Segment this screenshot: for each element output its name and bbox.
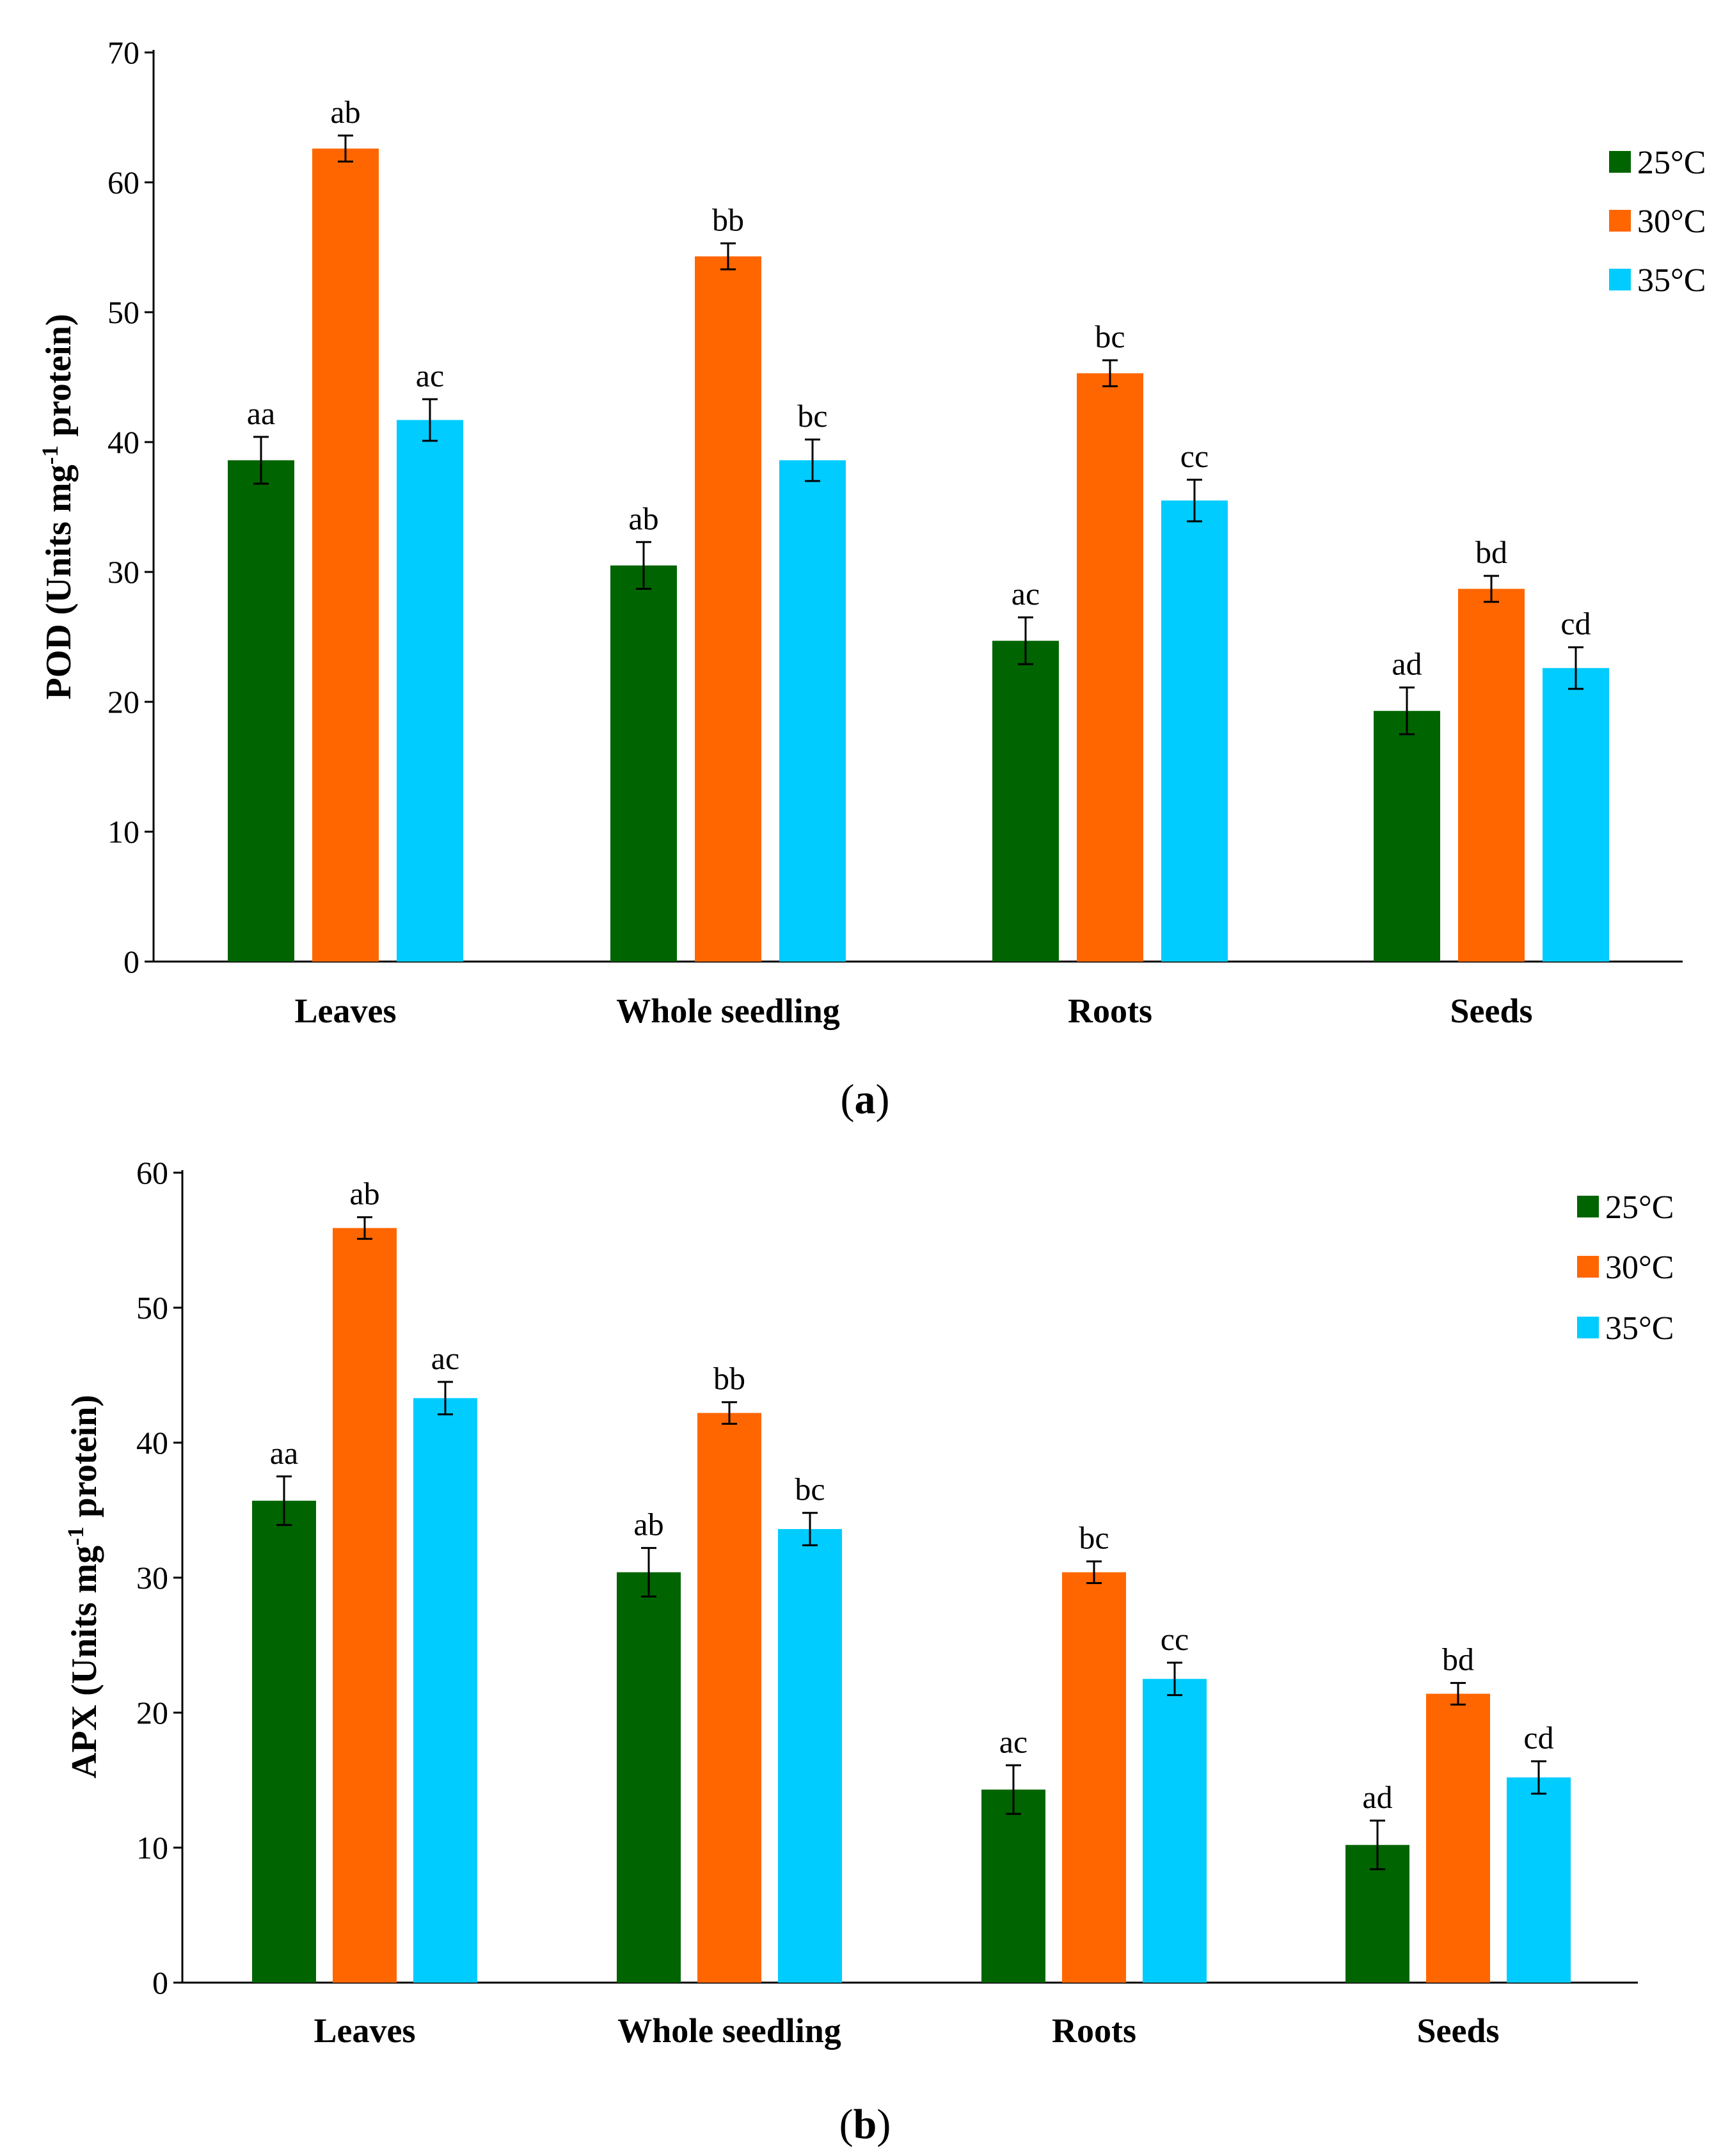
bar xyxy=(1374,711,1440,962)
y-tick-label: 60 xyxy=(107,164,139,200)
bar xyxy=(1507,1777,1571,1983)
legend-label: 25°C xyxy=(1637,145,1706,181)
y-tick-label: 10 xyxy=(107,814,139,850)
y-tick-label: 40 xyxy=(107,424,139,460)
significance-label: bb xyxy=(713,1361,745,1397)
legend-swatch xyxy=(1577,1256,1599,1278)
significance-label: aa xyxy=(270,1435,298,1471)
y-tick-label: 70 xyxy=(107,35,139,70)
bar xyxy=(617,1572,681,1983)
bar xyxy=(333,1228,397,1983)
y-tick-label: 60 xyxy=(136,1155,168,1191)
category-label: Leaves xyxy=(295,992,397,1030)
y-tick-label: 30 xyxy=(136,1560,168,1596)
legend-swatch xyxy=(1577,1317,1599,1338)
bar xyxy=(413,1398,477,1983)
significance-label: cd xyxy=(1523,1720,1553,1756)
legend-swatch xyxy=(1577,1196,1599,1217)
significance-label: ab xyxy=(628,500,658,536)
chart-apx: 0 10 20 30 40 50 60 APX (Units mg-1 protein) aa a… xyxy=(63,1155,1674,2148)
bar xyxy=(778,1529,842,1983)
significance-label: cc xyxy=(1161,1621,1189,1657)
significance-label: ab xyxy=(633,1507,663,1542)
category-label: Seeds xyxy=(1417,2011,1499,2050)
bar xyxy=(1062,1572,1126,1983)
significance-label: bc xyxy=(795,1471,825,1507)
category-label: Whole seedling xyxy=(616,992,840,1030)
significance-label: bb xyxy=(712,202,744,237)
bar xyxy=(1458,589,1525,962)
legend-label: 30°C xyxy=(1637,203,1706,240)
bar xyxy=(610,565,677,962)
bar xyxy=(228,460,294,962)
significance-label: bc xyxy=(1079,1520,1109,1556)
significance-label: aa xyxy=(247,395,275,431)
bar xyxy=(397,420,463,962)
significance-label: bd xyxy=(1475,534,1507,570)
y-tick-label: 40 xyxy=(136,1425,168,1461)
legend-label: 30°C xyxy=(1605,1249,1674,1286)
significance-label: ad xyxy=(1362,1779,1392,1815)
legend-swatch xyxy=(1609,151,1631,173)
y-tick-label: 50 xyxy=(136,1290,168,1326)
category-label: Whole seedling xyxy=(617,2011,841,2050)
bar xyxy=(695,256,761,962)
significance-label: cd xyxy=(1560,606,1591,642)
panel-label: (b) xyxy=(839,2101,891,2148)
bar xyxy=(981,1789,1045,1983)
legend-label: 25°C xyxy=(1605,1189,1674,1226)
legend-swatch xyxy=(1609,269,1631,290)
significance-label: cc xyxy=(1180,438,1209,474)
category-label: Seeds xyxy=(1450,992,1532,1030)
bar xyxy=(1161,500,1228,962)
bar xyxy=(312,148,379,962)
bar xyxy=(697,1413,761,1983)
category-label: Leaves xyxy=(314,2011,416,2050)
significance-label: ab xyxy=(330,94,360,130)
significance-label: bd xyxy=(1442,1642,1474,1677)
y-tick-label: 30 xyxy=(107,554,139,590)
significance-label: ac xyxy=(416,358,444,393)
significance-label: ad xyxy=(1392,646,1422,682)
category-label: Roots xyxy=(1052,2011,1136,2050)
chart-pod: 0 10 20 30 40 50 60 70 POD (Units mg-1 protein) a… xyxy=(37,35,1706,1123)
bar xyxy=(1543,668,1609,962)
legend-swatch xyxy=(1609,210,1631,232)
significance-label: bc xyxy=(1095,319,1125,354)
panel-label: (a) xyxy=(841,1076,890,1123)
y-axis-label: POD (Units mg-1 protein) xyxy=(37,314,79,700)
y-tick-label: 50 xyxy=(107,294,139,330)
bar xyxy=(992,640,1059,962)
y-tick-label: 20 xyxy=(107,684,139,720)
category-label: Roots xyxy=(1068,992,1152,1030)
bar xyxy=(1143,1679,1207,1983)
y-axis-label: APX (Units mg-1 protein) xyxy=(63,1395,104,1779)
legend-label: 35°C xyxy=(1637,262,1706,299)
bar xyxy=(779,460,846,962)
y-tick-label: 20 xyxy=(136,1695,168,1731)
significance-label: ac xyxy=(431,1340,459,1376)
bar xyxy=(252,1500,316,1983)
y-tick-label: 0 xyxy=(123,944,139,979)
y-tick-label: 0 xyxy=(152,1965,168,2001)
y-tick-label: 10 xyxy=(136,1830,168,1866)
bar xyxy=(1077,373,1143,962)
legend-label: 35°C xyxy=(1605,1310,1674,1347)
significance-label: bc xyxy=(797,398,827,434)
significance-label: ab xyxy=(349,1176,379,1212)
significance-label: ac xyxy=(999,1724,1028,1759)
bar xyxy=(1426,1693,1490,1983)
significance-label: ac xyxy=(1012,576,1040,612)
